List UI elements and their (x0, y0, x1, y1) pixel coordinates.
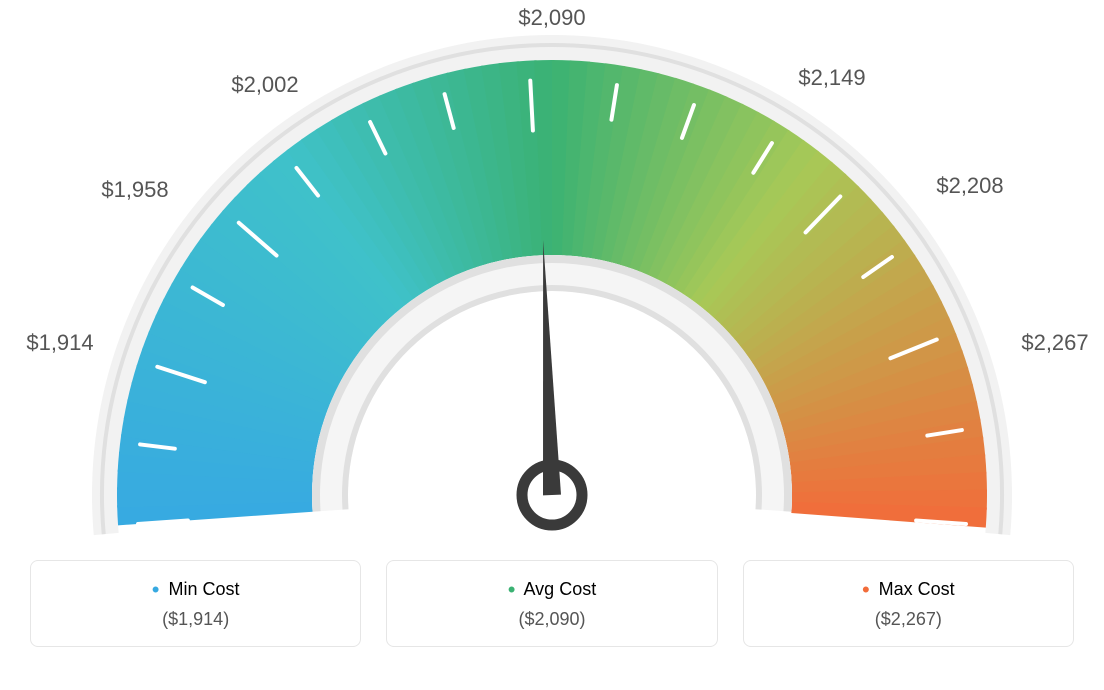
gauge-chart: $1,914 $1,958 $2,002 $2,090 $2,149 $2,208 $2,2… (0, 0, 1104, 560)
gauge-tick-label: $2,149 (798, 65, 865, 91)
gauge-tick-label: $2,002 (231, 72, 298, 98)
legend-label-min: Min Cost (169, 579, 240, 599)
legend-title-avg: • Avg Cost (397, 577, 706, 603)
legend-row: • Min Cost ($1,914) • Avg Cost ($2,090) … (0, 560, 1104, 647)
legend-card-avg: • Avg Cost ($2,090) (386, 560, 717, 647)
legend-label-avg: Avg Cost (524, 579, 597, 599)
dot-icon: • (862, 577, 870, 602)
gauge-tick-label: $2,267 (1021, 330, 1088, 356)
legend-card-max: • Max Cost ($2,267) (743, 560, 1074, 647)
legend-value-min: ($1,914) (41, 609, 350, 630)
legend-title-min: • Min Cost (41, 577, 350, 603)
gauge-tick-label: $2,208 (936, 173, 1003, 199)
legend-value-avg: ($2,090) (397, 609, 706, 630)
dot-icon: • (152, 577, 160, 602)
gauge-container: $1,914 $1,958 $2,002 $2,090 $2,149 $2,208 $2,2… (0, 0, 1104, 690)
gauge-svg (0, 0, 1104, 560)
dot-icon: • (508, 577, 516, 602)
gauge-tick-label: $1,958 (101, 177, 168, 203)
legend-value-max: ($2,267) (754, 609, 1063, 630)
legend-card-min: • Min Cost ($1,914) (30, 560, 361, 647)
legend-title-max: • Max Cost (754, 577, 1063, 603)
legend-label-max: Max Cost (879, 579, 955, 599)
gauge-tick-label: $2,090 (518, 5, 585, 31)
gauge-tick-label: $1,914 (26, 330, 93, 356)
